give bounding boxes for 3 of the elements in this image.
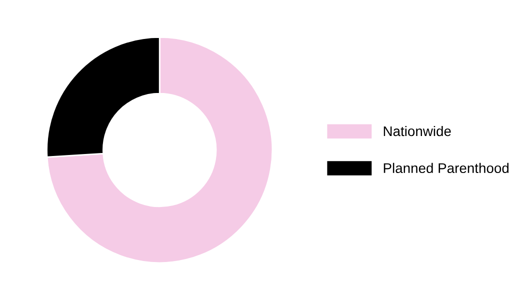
donut-slice — [46, 36, 274, 264]
legend-label: Nationwide — [384, 126, 451, 136]
legend-label: Planned Parenthood — [384, 162, 509, 174]
